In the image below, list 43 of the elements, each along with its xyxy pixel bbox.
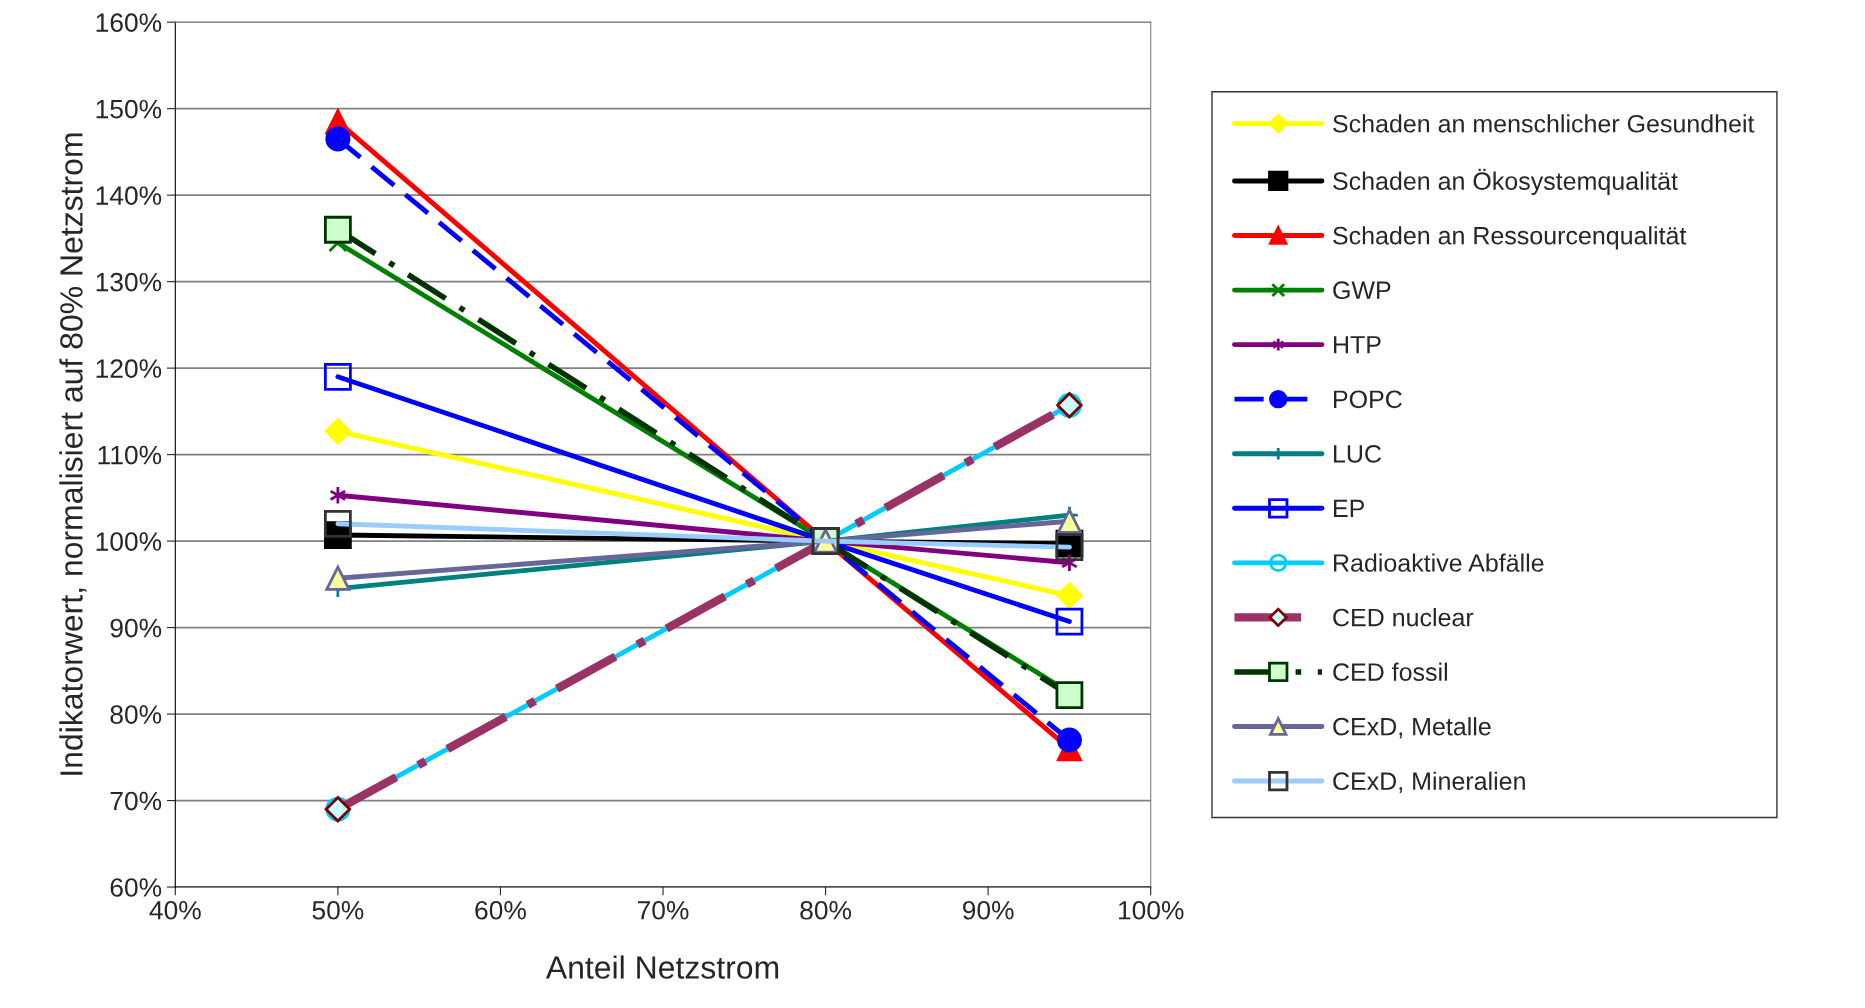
- point: [1056, 582, 1083, 609]
- legend-label: Schaden an Ressourcenqualität: [1333, 226, 1687, 250]
- y-tick-label: 110%: [98, 445, 162, 465]
- x-tick-label: 80%: [800, 900, 852, 920]
- legend-label: GWP: [1333, 281, 1391, 300]
- y-tick-label: 70%: [110, 791, 162, 811]
- x-tick-label: 50%: [312, 900, 364, 920]
- legend-label: POPC: [1334, 390, 1402, 409]
- y-tick-label: 130%: [96, 272, 162, 292]
- x-axis-title: Anteil Netzstrom: [545, 955, 779, 979]
- x-tick-label: 40%: [149, 900, 201, 920]
- x-tick-label: 60%: [475, 900, 526, 920]
- legend-label: Schaden an Ökosystemqualität: [1333, 168, 1678, 195]
- point: [1055, 607, 1084, 636]
- x-tick-label: 90%: [962, 900, 1014, 920]
- point: [325, 126, 351, 152]
- legend-label: CED nuclear: [1333, 608, 1474, 627]
- y-tick-label: 140%: [96, 186, 162, 205]
- point: [325, 565, 351, 591]
- point: [1055, 681, 1084, 709]
- point: [323, 362, 352, 391]
- legend-label: Radioaktive Abfälle: [1334, 553, 1544, 572]
- y-tick-label: 120%: [96, 359, 162, 378]
- point: [1056, 508, 1082, 534]
- y-tick-label: 160%: [96, 13, 162, 32]
- y-axis-title: Indikatorwert, normalisiert auf 80% Netzstrom: [59, 133, 87, 775]
- y-tick-label: 150%: [96, 99, 162, 119]
- x-tick-label: 70%: [637, 900, 689, 920]
- y-tick-label: 60%: [110, 878, 162, 897]
- legend-label: CExD, Metalle: [1333, 717, 1491, 739]
- y-tick-label: 80%: [110, 705, 162, 724]
- legend-label: CExD, Mineralien: [1333, 771, 1525, 793]
- legend-label: EP: [1334, 499, 1364, 518]
- y-tick-label: 100%: [96, 532, 162, 551]
- y-tick-label: 90%: [110, 618, 162, 638]
- legend-label: CED fossil: [1333, 662, 1447, 681]
- point: [1056, 727, 1082, 753]
- legend-label: LUC: [1334, 445, 1382, 463]
- point: [324, 418, 352, 445]
- x-tick-label: 100%: [1118, 900, 1184, 920]
- point: [323, 215, 352, 244]
- legend-label: Schaden an menschlicher Gesundheit: [1333, 114, 1755, 133]
- legend-label: HTP: [1334, 336, 1381, 354]
